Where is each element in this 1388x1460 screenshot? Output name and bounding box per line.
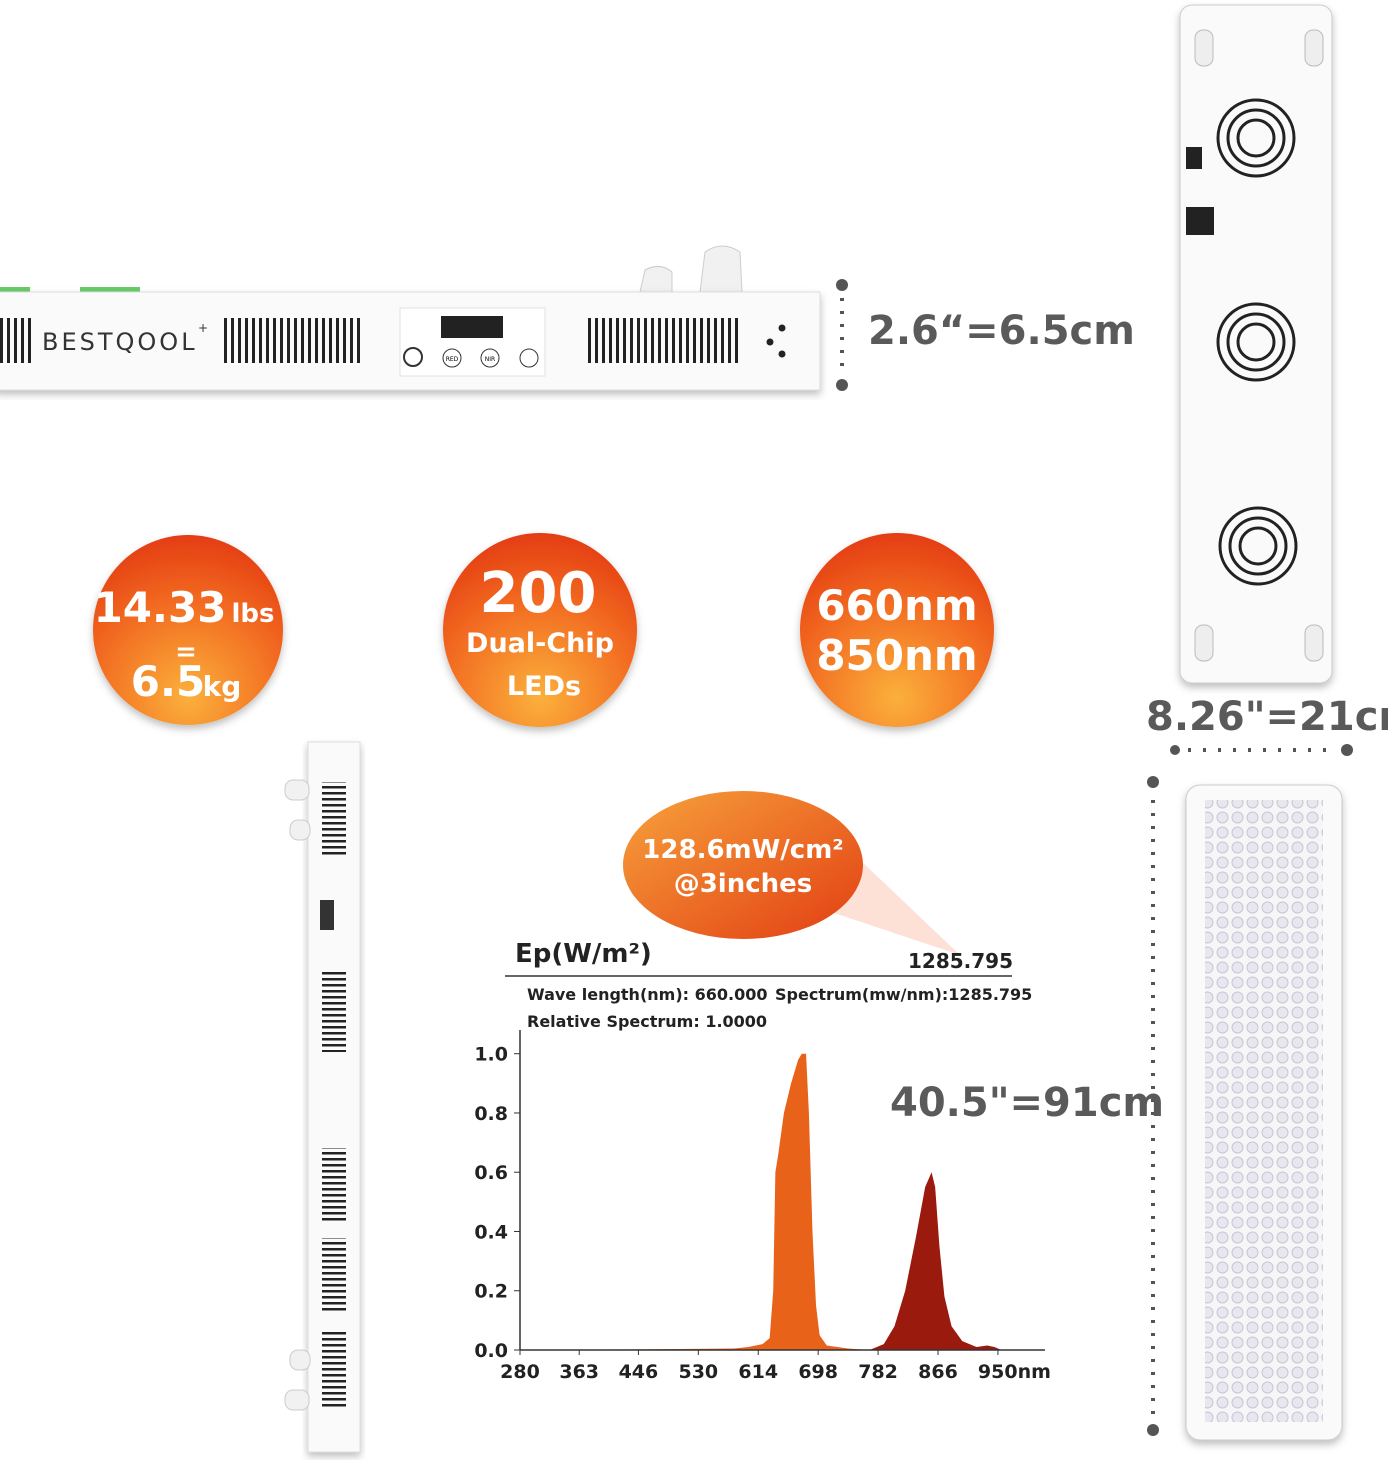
y-tick-label: 0.8 xyxy=(474,1103,508,1125)
height-marker xyxy=(836,279,848,391)
badge-text: 14.33 xyxy=(94,583,227,632)
readout: Spectrum(mw/nm):1285.795 xyxy=(775,985,1032,1004)
x-tick-label: 446 xyxy=(619,1361,659,1383)
button-label: RED xyxy=(446,356,459,363)
length-label: 40.5"=91cm xyxy=(890,1080,1164,1126)
x-tick-label: 866 xyxy=(918,1361,958,1383)
callout-text: @3inches xyxy=(674,869,813,899)
y-tick-label: 0.4 xyxy=(474,1221,508,1243)
spectrum-area xyxy=(520,1053,870,1350)
brand: BESTQOOL xyxy=(42,328,198,356)
side-view: BESTQOOL + RED NIR xyxy=(0,245,821,391)
peak-label: 1285.795 xyxy=(908,949,1013,973)
width-label: 8.26"=21cm xyxy=(1146,694,1388,740)
badges: 14.33 lbs = 6.5 kg 200 Dual-Chip LEDs 66… xyxy=(93,533,994,727)
length-marker xyxy=(1147,776,1159,1436)
chart-title: Ep(W/m²) xyxy=(515,939,652,969)
callout: 128.6mW/cm² @3inches xyxy=(623,791,960,955)
plot: 0.0 0.2 0.4 0.6 0.8 1.0 280 363 446 530 614 698 782 8… xyxy=(474,1030,1051,1383)
button-label: NIR xyxy=(485,356,495,363)
x-tick-label: 363 xyxy=(559,1361,599,1383)
badge-text: 850nm xyxy=(816,631,977,680)
x-tick-label: 530 xyxy=(678,1361,718,1383)
badge-text: kg xyxy=(203,670,242,703)
width-marker xyxy=(1170,744,1353,756)
vertical-side-view xyxy=(284,741,361,1453)
x-tick-label: 950nm xyxy=(978,1361,1051,1383)
brand-mark: + xyxy=(198,321,208,335)
badge-text: Dual-Chip xyxy=(466,628,614,659)
callout-text: 128.6mW/cm² xyxy=(642,835,843,865)
spectrum-area xyxy=(869,1172,1002,1350)
readout: Wave length(nm): 660.000 xyxy=(527,985,767,1004)
badge-text: lbs xyxy=(232,599,275,629)
y-tick-label: 0.2 xyxy=(474,1281,508,1303)
badge-text: LEDs xyxy=(507,671,581,702)
badge-text: 200 xyxy=(480,561,597,626)
height-label: 2.6“=6.5cm xyxy=(868,308,1135,354)
badge-text: 6.5 xyxy=(131,657,205,706)
y-tick-label: 1.0 xyxy=(474,1044,508,1066)
back-view xyxy=(1179,4,1333,684)
y-tick-label: 0.6 xyxy=(474,1162,508,1184)
x-tick-label: 614 xyxy=(738,1361,778,1383)
readout: Relative Spectrum: 1.0000 xyxy=(527,1012,767,1031)
badge-text: = xyxy=(175,637,197,667)
x-tick-label: 782 xyxy=(858,1361,898,1383)
front-view xyxy=(1185,784,1343,1441)
x-tick-label: 280 xyxy=(500,1361,540,1383)
badge-text: 660nm xyxy=(816,581,977,630)
y-tick-label: 0.0 xyxy=(474,1340,508,1362)
x-tick-label: 698 xyxy=(798,1361,838,1383)
